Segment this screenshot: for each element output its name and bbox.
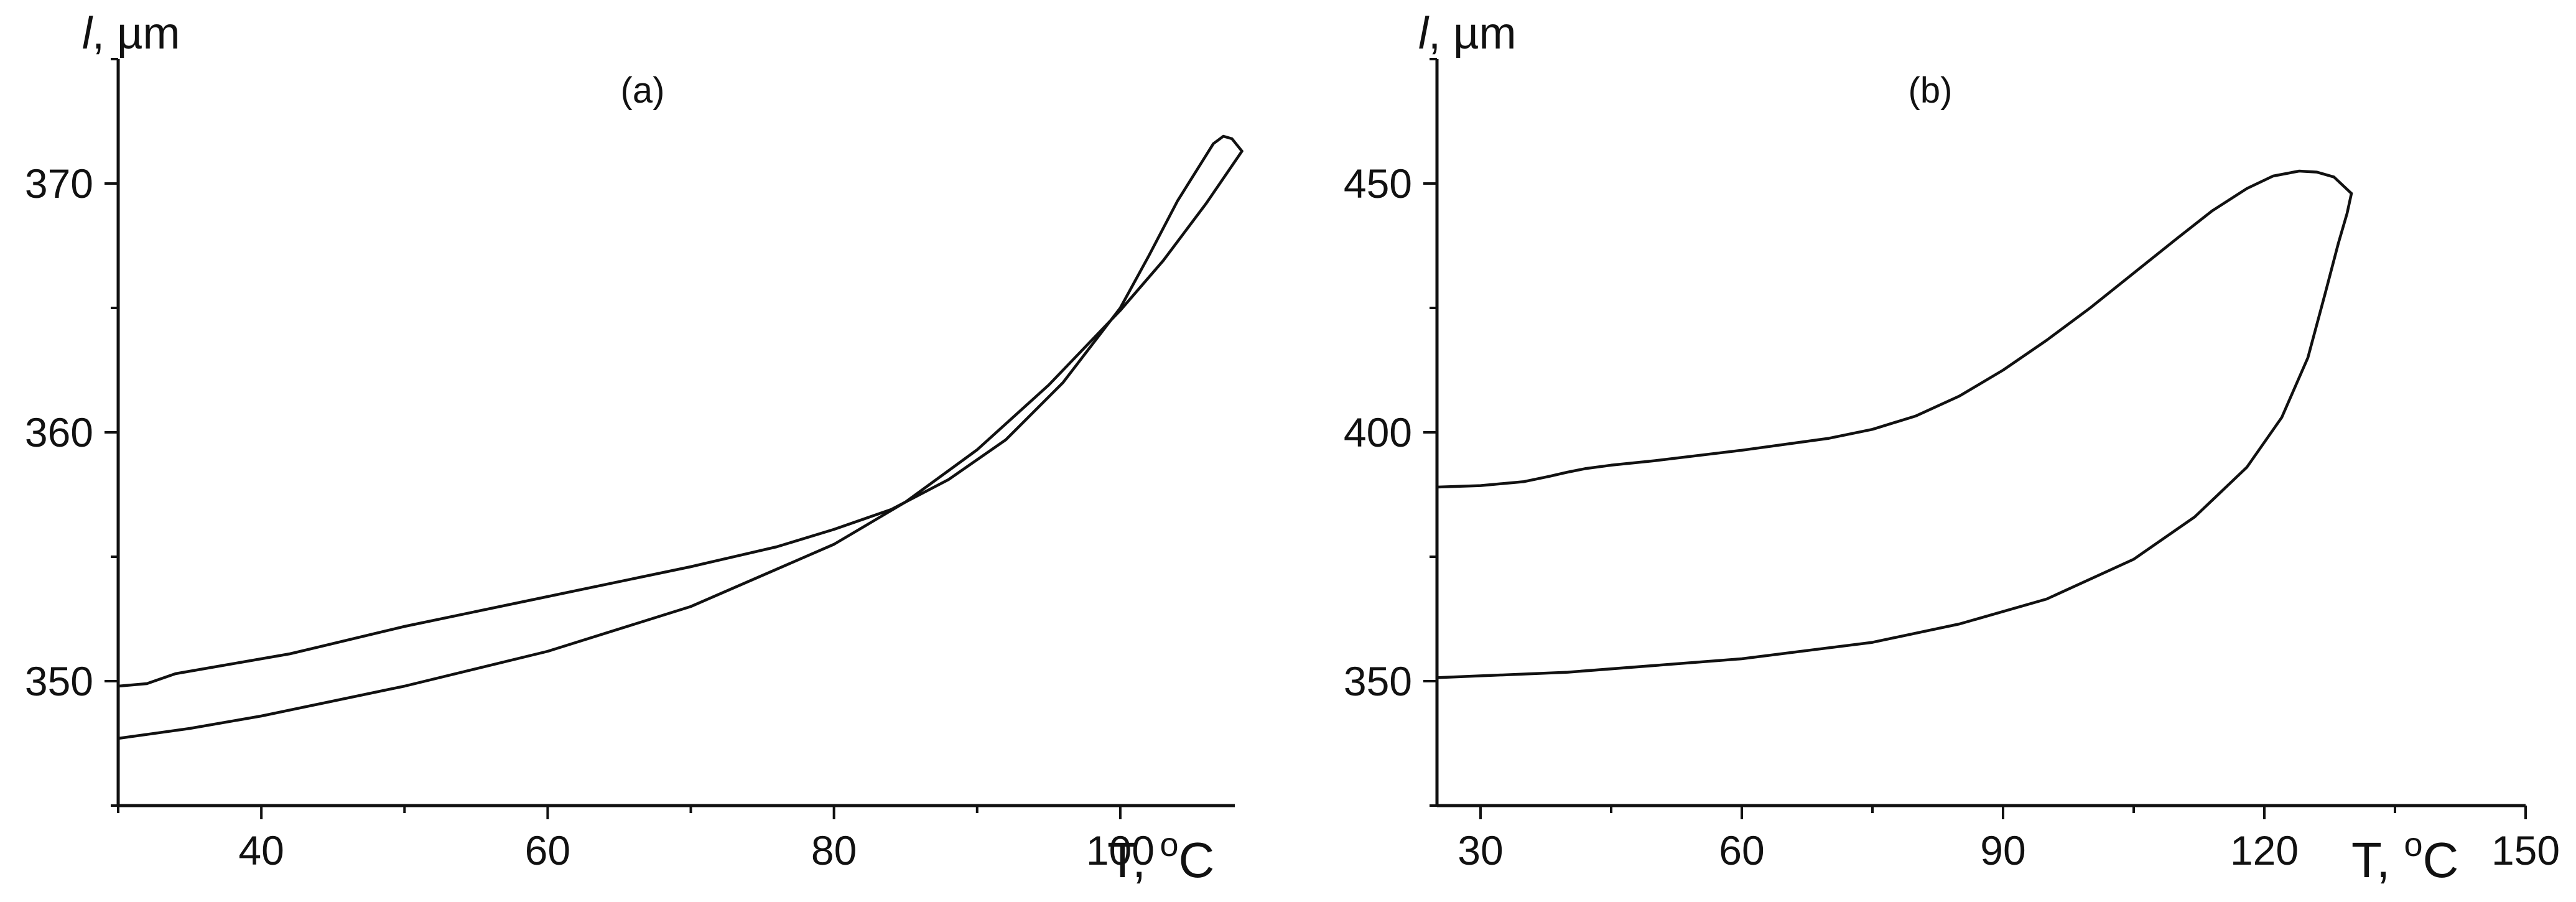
x-tick-labels-a: 40 60 80 100 — [238, 827, 1155, 873]
x-tick-label-a: 100 — [1086, 827, 1155, 873]
y-tick-label-b: 400 — [1344, 409, 1412, 455]
y-axis-label-var-b: l — [1418, 9, 1430, 58]
y-axis-label-var-a: l — [82, 9, 93, 58]
x-tick-label-b: 90 — [1980, 827, 2025, 873]
series-line-heating-a — [116, 149, 1244, 740]
y-tick-label-b: 450 — [1344, 160, 1412, 207]
x-major-ticks-b — [1479, 806, 2527, 819]
x-axis-label-unit-b: C — [2423, 832, 2459, 888]
panel-title-b: (b) — [1909, 70, 1953, 111]
y-major-ticks-b — [1423, 182, 1437, 682]
x-axis-label-text-a: T, — [1107, 832, 1160, 888]
series-group-a — [116, 134, 1244, 740]
y-tick-label-b: 350 — [1344, 658, 1412, 704]
y-tick-label-a: 360 — [25, 409, 93, 455]
x-tick-label-a: 60 — [525, 827, 570, 873]
series-line-cooling-a — [116, 134, 1244, 688]
y-tick-label-a: 350 — [25, 658, 93, 704]
y-axis-label-a: l, µm — [82, 9, 180, 58]
x-axis-label-b: T, oC — [2351, 826, 2458, 888]
panel-a: 350 360 370 40 60 80 100 (a) l, µm T, oC — [25, 9, 1244, 888]
y-tick-label-a: 370 — [25, 160, 93, 207]
y-tick-labels-a: 350 360 370 — [25, 160, 93, 704]
series-line-heating-b — [1435, 192, 2353, 679]
x-tick-label-b: 30 — [1458, 827, 1503, 873]
y-tick-labels-b: 350 400 450 — [1344, 160, 1412, 704]
series-group-b — [1435, 169, 2353, 679]
x-tick-label-b: 60 — [1719, 827, 1764, 873]
series-line-cooling-b — [1435, 169, 2353, 489]
x-axis-label-text-b: T, — [2351, 832, 2404, 888]
y-axis-label-b: l, µm — [1418, 9, 1516, 58]
y-axis-label-unit-a: , µm — [92, 9, 180, 58]
x-axis-label-a: T, oC — [1107, 826, 1214, 888]
x-axis-label-degree-b: o — [2404, 826, 2422, 863]
y-axis-label-unit-b: , µm — [1428, 9, 1516, 58]
x-tick-labels-b: 30 60 90 120 150 — [1458, 827, 2560, 873]
x-tick-label-b: 120 — [2230, 827, 2299, 873]
x-axis-label-degree-a: o — [1160, 826, 1178, 863]
panel-title-a: (a) — [621, 70, 665, 111]
x-tick-label-b: 150 — [2491, 827, 2560, 873]
panel-b: 350 400 450 30 60 90 120 150 (b) l, µm T, oC — [1344, 9, 2560, 888]
y-major-ticks-a — [105, 182, 118, 682]
x-major-ticks-a — [260, 806, 1122, 819]
x-axis-label-unit-a: C — [1179, 832, 1215, 888]
x-tick-label-a: 40 — [238, 827, 284, 873]
x-tick-label-a: 80 — [811, 827, 857, 873]
